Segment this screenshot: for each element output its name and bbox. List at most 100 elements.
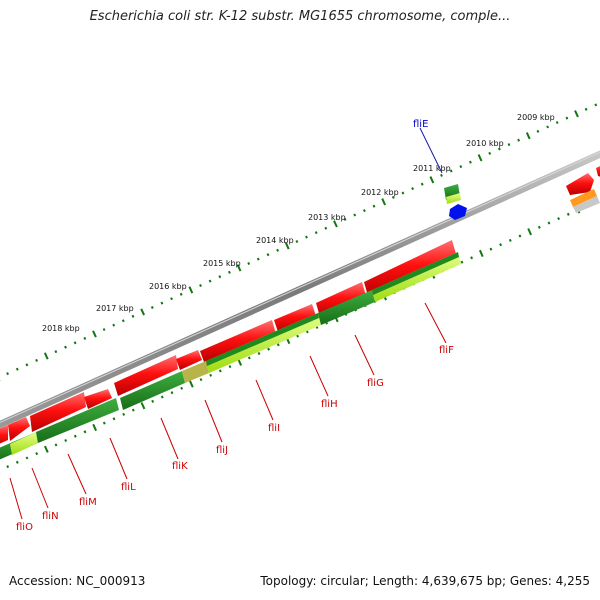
- scale-dot: [83, 336, 87, 340]
- scale-dot: [372, 204, 376, 208]
- scale-dot: [247, 261, 251, 266]
- scale-label-2013: 2013 kbp: [308, 213, 346, 222]
- leader-fliO: [9, 477, 23, 520]
- scale-tick: [429, 176, 435, 184]
- feature-bar: [570, 189, 597, 207]
- scale-dot: [276, 343, 280, 347]
- gene-label-fliL[interactable]: fliL: [121, 482, 136, 493]
- scale-label-2009: 2009 kbp: [517, 113, 555, 122]
- scale-dot: [537, 225, 541, 229]
- scale-dot: [440, 173, 443, 177]
- gene-label-fliM[interactable]: fliM: [79, 497, 97, 508]
- scale-tick: [333, 220, 338, 228]
- feature-arrow: [316, 282, 366, 317]
- scale-dot: [507, 143, 511, 147]
- scale-tick: [574, 110, 579, 118]
- gene-label-fliE[interactable]: fliE: [413, 119, 428, 130]
- feature-arrow: [200, 320, 276, 362]
- scale-dot: [546, 125, 550, 129]
- scale-tick: [92, 423, 98, 432]
- gene-label-fliJ[interactable]: fliJ: [216, 445, 228, 456]
- chromosome-backbone-highlight: [0, 151, 600, 424]
- feature-bar: [36, 398, 119, 443]
- feature-arrow: [596, 166, 600, 177]
- feature-bar: [318, 290, 375, 325]
- leader-fliL: [109, 437, 128, 480]
- scale-dot: [227, 270, 231, 274]
- leader-fliK: [160, 417, 179, 460]
- scale-dot: [180, 386, 184, 390]
- scale-dot: [150, 305, 154, 310]
- scale-dot: [15, 460, 19, 464]
- scale-dot: [555, 121, 559, 125]
- scale-label-2012: 2012 kbp: [361, 188, 399, 197]
- scale-dot: [25, 363, 29, 367]
- accession-label: Accession: NC_000913: [9, 574, 146, 588]
- scale-tick: [188, 380, 194, 388]
- scale-tick: [478, 249, 484, 258]
- scale-dot: [54, 443, 58, 447]
- scale-dot: [508, 238, 512, 242]
- scale-dot: [160, 395, 164, 399]
- gene-label-fliH[interactable]: fliH: [321, 399, 338, 410]
- scale-dot: [391, 195, 395, 199]
- scale-dot: [121, 319, 125, 323]
- scale-dot: [362, 209, 366, 213]
- gene-label-fliN[interactable]: fliN: [42, 511, 59, 522]
- scale-dot: [6, 372, 10, 376]
- scale-dot: [488, 151, 492, 155]
- feature-bar: [10, 432, 38, 455]
- scale-dot: [131, 408, 135, 412]
- scale-tick: [188, 286, 194, 294]
- scale-dot: [64, 438, 68, 443]
- gene-labels: fliE fliF fliG fliH fliI fliJ fliK fliL …: [16, 119, 454, 533]
- scale-dot: [54, 350, 58, 354]
- scale-dot: [489, 247, 493, 251]
- scale-dot: [459, 165, 463, 169]
- scale-dot: [296, 334, 300, 338]
- scale-dot: [199, 283, 202, 288]
- scale-dot: [256, 257, 260, 261]
- feature-bar: [182, 361, 209, 383]
- leader-fliI: [255, 379, 274, 421]
- leader-fliE: [419, 127, 443, 174]
- scale-dot: [209, 373, 213, 377]
- scale-tick: [140, 308, 146, 316]
- scale-dot: [497, 147, 501, 151]
- scale-dot: [470, 256, 474, 260]
- scale-dot: [228, 365, 232, 369]
- scale-label-2014: 2014 kbp: [256, 236, 294, 245]
- map-title: Escherichia coli str. K-12 substr. MG165…: [89, 9, 511, 24]
- scale-dot: [557, 217, 561, 221]
- scale-dot: [35, 358, 39, 362]
- scale-dot: [151, 399, 155, 403]
- chromosome-backbone: [0, 150, 600, 429]
- scale-tick: [236, 264, 242, 272]
- scale-dot: [112, 417, 116, 421]
- inner-scale-track: [0, 199, 599, 474]
- scale-dot: [131, 314, 135, 318]
- scale-dot: [160, 301, 164, 305]
- strand-marker: [449, 204, 467, 220]
- scale-dot: [353, 213, 357, 217]
- scale-label-2010: 2010 kbp: [466, 139, 504, 148]
- scale-dot: [518, 234, 522, 238]
- scale-dot: [266, 253, 270, 257]
- scale-dot: [73, 434, 77, 438]
- scale-dot: [179, 292, 183, 296]
- gene-label-fliG[interactable]: fliG: [367, 378, 384, 389]
- feature-bar: [120, 371, 185, 410]
- scale-dot: [517, 138, 521, 142]
- feature-arrow: [8, 417, 30, 441]
- gene-label-fliK[interactable]: fliK: [172, 461, 188, 472]
- scale-dot: [83, 430, 87, 434]
- topology-label: Topology: circular; Length: 4,639,675 bp…: [260, 574, 590, 588]
- scale-dot: [15, 367, 19, 371]
- scale-dot: [64, 345, 67, 349]
- gene-label-fliF[interactable]: fliF: [439, 345, 454, 356]
- feature-arrow: [30, 392, 86, 432]
- scale-dot: [218, 275, 222, 279]
- scale-tick: [43, 352, 49, 360]
- gene-label-fliI[interactable]: fliI: [268, 423, 280, 434]
- gene-label-fliO[interactable]: fliO: [16, 522, 33, 533]
